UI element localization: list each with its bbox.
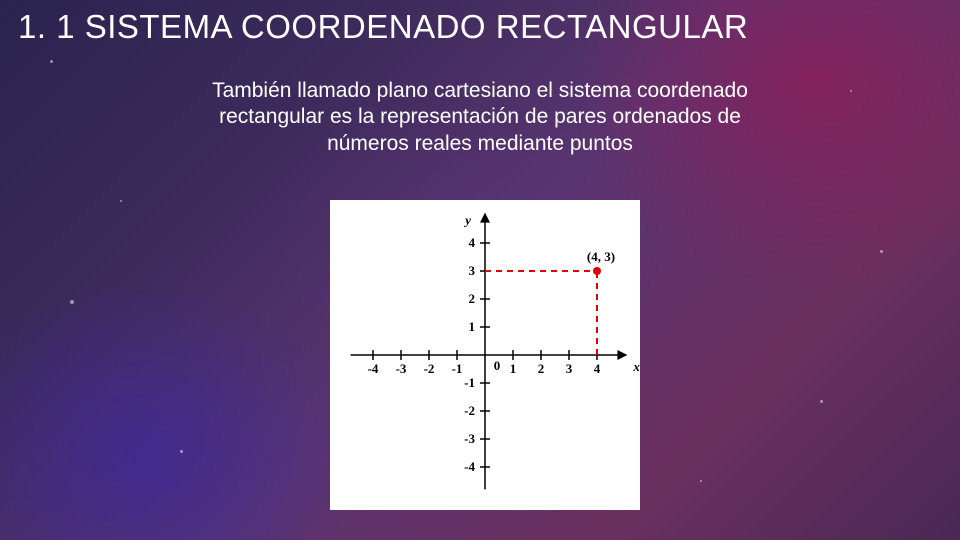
chart-content: -4 -3 -2 -1 1 2 3 4 4 3 2 1 -1 -2 -3 -4 0 x y (4, 3) — [351, 213, 640, 490]
slide-title: 1. 1 SISTEMA COORDENADO RECTANGULAR — [18, 8, 748, 46]
svg-text:-1: -1 — [464, 375, 475, 390]
cartesian-chart: -4 -3 -2 -1 1 2 3 4 4 3 2 1 -1 -2 -3 -4 0 x y (4, 3) — [330, 200, 640, 510]
sparkle — [50, 60, 53, 63]
svg-text:-2: -2 — [464, 403, 475, 418]
svg-text:-4: -4 — [464, 459, 475, 474]
description-line: números reales mediante puntos — [327, 132, 633, 155]
svg-text:-1: -1 — [452, 361, 463, 376]
sparkle — [120, 200, 122, 202]
sparkle — [820, 400, 823, 403]
svg-text:-4: -4 — [368, 361, 379, 376]
svg-text:1: 1 — [469, 319, 476, 334]
sparkle — [700, 480, 702, 482]
sparkle — [180, 450, 183, 453]
svg-text:4: 4 — [594, 361, 601, 376]
svg-text:1: 1 — [510, 361, 517, 376]
svg-text:-3: -3 — [396, 361, 407, 376]
svg-text:2: 2 — [469, 291, 476, 306]
svg-text:(4, 3): (4, 3) — [587, 249, 615, 264]
sparkle — [70, 300, 74, 304]
description-line: También llamado plano cartesiano el sist… — [212, 79, 748, 102]
svg-text:3: 3 — [469, 263, 476, 278]
svg-text:0: 0 — [494, 358, 501, 373]
svg-text:x: x — [632, 359, 640, 374]
svg-text:4: 4 — [469, 235, 476, 250]
svg-text:-3: -3 — [464, 431, 475, 446]
svg-text:2: 2 — [538, 361, 545, 376]
chart-svg: -4 -3 -2 -1 1 2 3 4 4 3 2 1 -1 -2 -3 -4 0 x y (4, 3) — [330, 200, 640, 510]
description-line: rectangular es la representación de pare… — [219, 105, 741, 128]
slide-description: También llamado plano cartesiano el sist… — [0, 78, 960, 157]
svg-text:3: 3 — [566, 361, 573, 376]
svg-text:-2: -2 — [424, 361, 435, 376]
sparkle — [880, 250, 883, 253]
svg-text:y: y — [463, 213, 471, 228]
